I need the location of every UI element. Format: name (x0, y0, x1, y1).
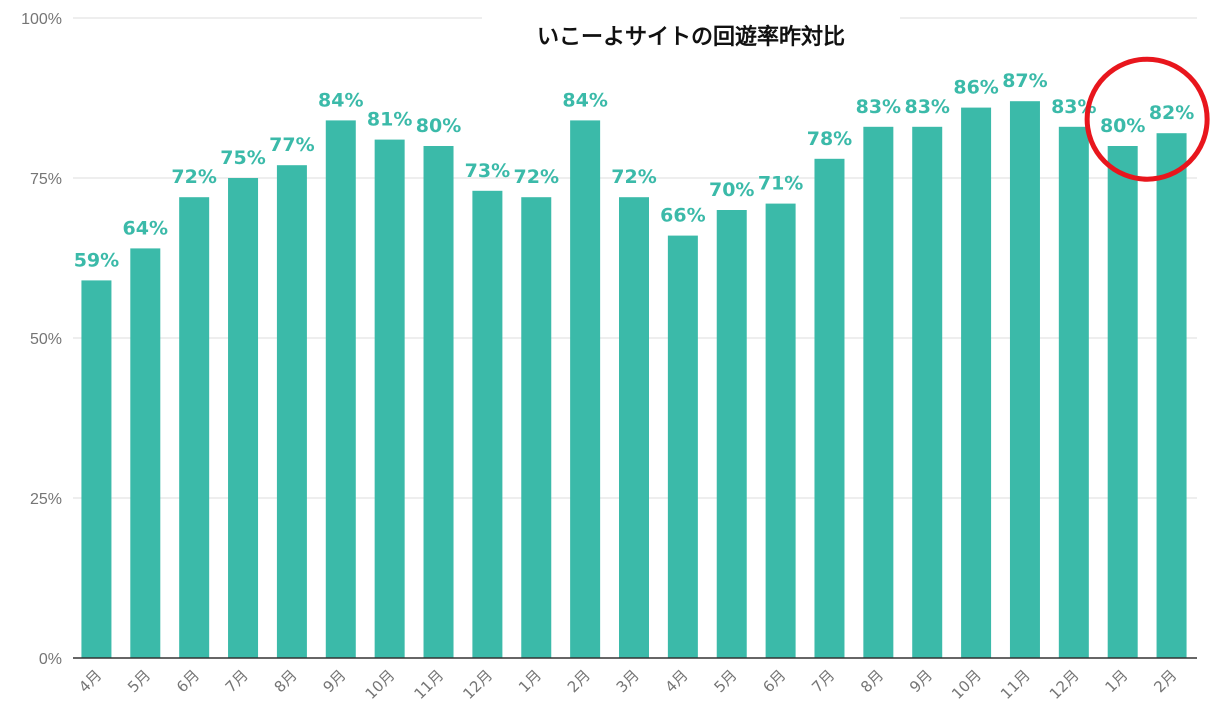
bar (472, 190, 503, 659)
bar (1156, 133, 1187, 658)
bar (716, 210, 747, 658)
bar (325, 120, 356, 658)
bar (276, 165, 307, 658)
data-label: 87% (1002, 70, 1047, 92)
bars (81, 101, 1187, 659)
x-tick-label: 8月 (857, 666, 887, 696)
data-label: 80% (1100, 115, 1145, 137)
y-axis-labels: 0% 25% 50% 75% 100% (21, 11, 62, 668)
bar (570, 120, 601, 658)
x-tick-label: 2月 (564, 666, 594, 696)
data-label: 59% (74, 249, 119, 271)
y-tick-label: 50% (30, 331, 62, 348)
y-tick-label: 75% (30, 171, 62, 188)
x-tick-label: 10月 (362, 666, 399, 703)
data-label: 83% (856, 96, 901, 118)
x-tick-label: 1月 (1101, 666, 1131, 696)
data-label: 71% (758, 173, 803, 195)
data-label: 64% (123, 217, 168, 239)
bar (423, 146, 454, 658)
data-label: 84% (318, 89, 363, 111)
bar (765, 203, 796, 658)
data-label: 70% (709, 179, 754, 201)
data-label: 73% (465, 160, 510, 182)
x-tick-label: 4月 (75, 666, 105, 696)
highlight-circle (1084, 56, 1210, 182)
x-tick-label: 2月 (1150, 666, 1180, 696)
x-tick-label: 9月 (320, 666, 350, 696)
bar (521, 197, 552, 658)
bar (1107, 146, 1138, 658)
x-tick-label: 12月 (1046, 666, 1083, 703)
x-tick-label: 11月 (997, 666, 1034, 703)
bar (912, 126, 943, 659)
x-axis-labels: 4月 5月 6月 7月 8月 9月 10月 11月 12月 1月 2月 3月 4月 5月 6月 7月 8月 9月 1… (75, 666, 1180, 703)
highlight-ellipse (1084, 56, 1210, 182)
data-label: 86% (953, 77, 998, 99)
data-label: 80% (416, 115, 461, 137)
data-label: 72% (611, 166, 656, 188)
x-tick-label: 7月 (808, 666, 838, 696)
bar (130, 248, 161, 658)
bar (81, 280, 112, 658)
x-tick-label: 7月 (222, 666, 252, 696)
chart-title: いこーよサイトの回遊率昨対比 (537, 24, 845, 50)
bar (667, 235, 698, 658)
bar (374, 139, 405, 659)
x-tick-label: 12月 (459, 666, 496, 703)
data-label: 81% (367, 109, 412, 131)
x-tick-label: 5月 (710, 666, 740, 696)
bar (961, 107, 992, 659)
bar (228, 178, 259, 658)
data-label: 66% (660, 205, 705, 227)
y-tick-label: 100% (21, 11, 62, 28)
data-label: 84% (562, 89, 607, 111)
x-tick-label: 6月 (173, 666, 203, 696)
title-background (482, 8, 900, 56)
x-tick-label: 9月 (906, 666, 936, 696)
data-label: 72% (514, 166, 559, 188)
data-label: 75% (220, 147, 265, 169)
data-label: 78% (807, 128, 852, 150)
x-tick-label: 11月 (411, 666, 448, 703)
x-tick-label: 5月 (124, 666, 154, 696)
data-label: 72% (171, 166, 216, 188)
x-tick-label: 3月 (613, 666, 643, 696)
data-label: 82% (1149, 102, 1194, 124)
bar (814, 158, 845, 659)
bar (1009, 101, 1040, 658)
data-label: 83% (904, 96, 949, 118)
y-tick-label: 25% (30, 491, 62, 508)
y-tick-label: 0% (39, 651, 62, 668)
x-tick-label: 1月 (515, 666, 545, 696)
bar (179, 197, 210, 658)
data-labels: 59%64%72%75%77%84%81% 80%73% 72%84%72%66%7… (74, 70, 1195, 271)
data-label: 77% (269, 134, 314, 156)
x-tick-label: 4月 (662, 666, 692, 696)
x-tick-label: 8月 (271, 666, 301, 696)
bar (863, 126, 894, 659)
x-tick-label: 6月 (759, 666, 789, 696)
x-tick-label: 10月 (948, 666, 985, 703)
bar (619, 197, 649, 658)
bar (1058, 126, 1089, 659)
